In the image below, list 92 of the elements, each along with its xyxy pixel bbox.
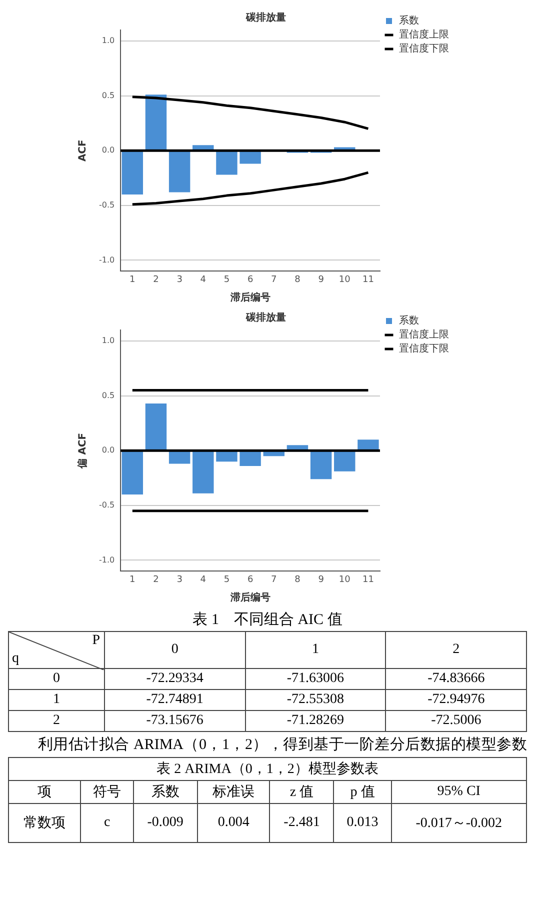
x-tick-label: 8 [294, 574, 300, 585]
x-tick-label: 4 [200, 574, 206, 585]
x-tick-label: p 值 [334, 780, 392, 804]
y-tick-label: -1.0 [98, 255, 114, 264]
legend-label: 置信度上限 [398, 28, 448, 41]
bar [216, 151, 237, 175]
text: c [104, 815, 110, 830]
bar [334, 451, 355, 472]
x-tick-label: 符号 [80, 780, 134, 804]
y-tick-label: 0.0 [101, 146, 114, 155]
bar [192, 451, 214, 494]
bar [357, 440, 378, 450]
y-tick-label: 0.5 [101, 390, 114, 400]
bar [310, 451, 332, 480]
y-tick-label: 1.0 [101, 336, 114, 346]
legend-label: 置信度下限 [398, 42, 448, 55]
x-tick-label: 2 [386, 632, 526, 668]
x-tick-label: 标准误 [197, 780, 270, 804]
text: 利用估计拟合 ARIMA（0，1，2），得到基于一阶差分后数据的模型参数 [37, 736, 527, 754]
x-tick-label: 7 [270, 274, 276, 285]
x-tick-label: 3 [176, 274, 182, 285]
x-tick-label: 10 [338, 574, 350, 585]
data-label: -2.481 [270, 804, 334, 842]
data-label: -71.28269 [245, 710, 386, 732]
bar [239, 151, 260, 164]
bar [192, 145, 214, 150]
x-tick-label: 4 [200, 274, 206, 285]
y-tick-label: 0.5 [101, 90, 114, 100]
x-tick-label: 系数 [133, 780, 198, 804]
data-label: 0.004 [197, 804, 270, 842]
x-tick-label: 8 [294, 274, 300, 285]
x-tick-label: 7 [270, 574, 276, 585]
y-tick-label: 2 [8, 710, 104, 732]
bar [144, 403, 166, 450]
data-label: -72.74891 [104, 690, 246, 710]
y-tick-label: 0 [8, 668, 104, 690]
y-tick-label: 常数项 [8, 804, 81, 842]
bar [168, 151, 190, 192]
bar [144, 94, 166, 150]
chart-title: 表 1 不同组合 AIC 值 [192, 610, 344, 629]
data-label: -72.5006 [386, 710, 526, 732]
x-tick-label: 10 [338, 274, 350, 285]
x-tick-label: z 值 [270, 780, 334, 804]
x-tick-label: 5 [223, 274, 230, 285]
data-label: 0.013 [334, 804, 392, 842]
data-label: -72.94976 [386, 690, 526, 710]
y-axis-title: 偏 ACF [76, 432, 88, 470]
legend-label: 置信度下限 [398, 342, 448, 355]
x-axis-title: P [92, 633, 100, 649]
legend-label: 系数 [398, 314, 418, 327]
x-tick-label: 5 [223, 574, 230, 585]
x-tick-label: 6 [246, 574, 253, 585]
chart-title: 碳排放量 [244, 12, 286, 24]
data-label: -0.009 [133, 804, 198, 842]
x-tick-label: 9 [318, 274, 324, 285]
y-tick-label: 1.0 [101, 36, 114, 46]
x-tick-label: 6 [246, 274, 253, 285]
x-tick-label: 9 [318, 574, 324, 585]
y-tick-label: -0.5 [98, 200, 114, 210]
bar [168, 451, 190, 464]
bar [216, 451, 237, 462]
data-label: -74.83666 [386, 668, 526, 690]
y-axis-title: ACF [77, 140, 88, 162]
x-tick-label: 1 [129, 574, 135, 585]
chart-title: 表 2 ARIMA（0，1，2）模型参数表 [8, 758, 526, 780]
x-tick-label: 95% CI [391, 780, 526, 804]
data-label: -72.55308 [245, 690, 386, 710]
text: -0.017～-0.002 [416, 816, 502, 831]
data-label: -73.15676 [104, 710, 246, 732]
x-tick-label: 11 [362, 274, 374, 285]
data-label: -72.29334 [104, 668, 246, 690]
bar [239, 451, 260, 466]
y-axis-title: 项 [8, 780, 81, 804]
bar [121, 151, 143, 194]
y-tick-label: 0.0 [101, 446, 114, 455]
data-label: -71.63006 [245, 668, 386, 690]
chart-title: 碳排放量 [244, 312, 286, 324]
y-tick-label: -0.5 [98, 500, 114, 510]
x-tick-label: 2 [152, 574, 158, 585]
x-tick-label: 1 [129, 274, 135, 285]
x-axis-title: 滞后编号 [228, 592, 270, 604]
x-tick-label: 3 [176, 574, 182, 585]
y-axis-title: q [12, 651, 19, 667]
x-tick-label: 1 [245, 632, 386, 668]
bar [121, 451, 143, 494]
legend-label: 置信度上限 [398, 328, 448, 341]
y-tick-label: -1.0 [98, 555, 114, 564]
legend-label: 系数 [398, 14, 418, 27]
x-tick-label: 11 [362, 574, 374, 585]
x-tick-label: 2 [152, 274, 158, 285]
y-tick-label: 1 [8, 690, 104, 710]
x-axis-title: 滞后编号 [228, 292, 270, 304]
